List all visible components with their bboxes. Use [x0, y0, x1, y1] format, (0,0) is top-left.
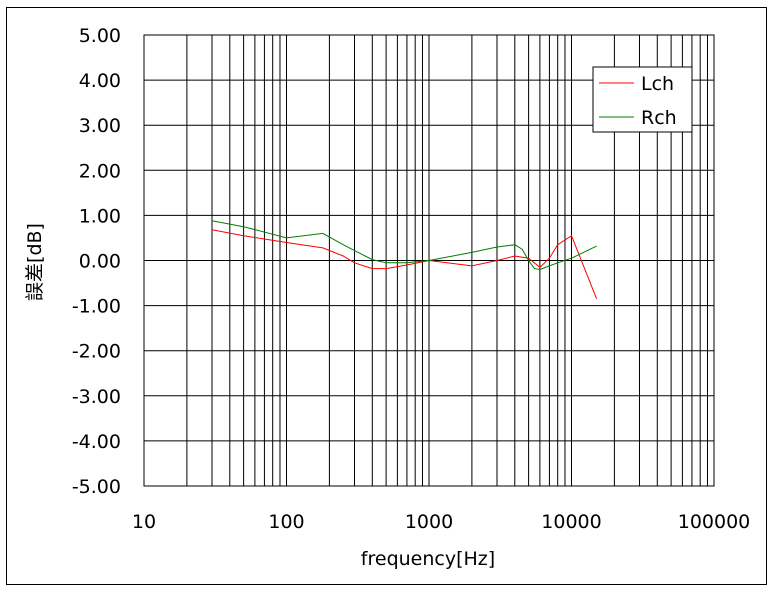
- x-tick-label: 100000: [678, 511, 751, 533]
- legend-label-lch: Lch: [641, 73, 674, 95]
- series-line-rch: [211, 220, 597, 271]
- y-tick-label: 4.00: [79, 70, 121, 92]
- y-tick-label: 3.00: [79, 115, 121, 137]
- x-tick-label: 10000: [541, 511, 601, 533]
- y-tick-label: 2.00: [79, 160, 121, 182]
- y-tick-label: -4.00: [72, 431, 121, 453]
- y-tick-label: -3.00: [72, 386, 121, 408]
- legend: Lch Rch: [592, 66, 693, 133]
- x-tick-label: 10: [132, 511, 156, 533]
- x-tick-labels: 10 100 1000 10000 100000: [132, 511, 750, 533]
- y-tick-label: -1.00: [72, 296, 121, 318]
- plot-border: [143, 34, 715, 487]
- y-tick-label: 0.00: [79, 251, 121, 273]
- plot-area-border: [143, 34, 715, 487]
- y-tick-label: 5.00: [79, 25, 121, 47]
- x-axis-label: frequency[Hz]: [361, 548, 495, 570]
- series-layer: [211, 220, 598, 299]
- y-tick-labels: 5.00 4.00 3.00 2.00 1.00 0.00 -1.00 -2.00 -3.00 -…: [72, 25, 121, 498]
- y-tick-label: -2.00: [72, 341, 121, 363]
- series-line-lch: [211, 229, 598, 299]
- x-tick-label: 1000: [405, 511, 453, 533]
- legend-label-rch: Rch: [641, 107, 677, 129]
- grid: [144, 35, 714, 486]
- x-tick-label: 100: [268, 511, 304, 533]
- y-tick-label: 1.00: [79, 205, 121, 227]
- legend-box: [592, 66, 693, 133]
- y-axis-label: 誤差[dB]: [24, 223, 46, 301]
- y-tick-label: -5.00: [72, 476, 121, 498]
